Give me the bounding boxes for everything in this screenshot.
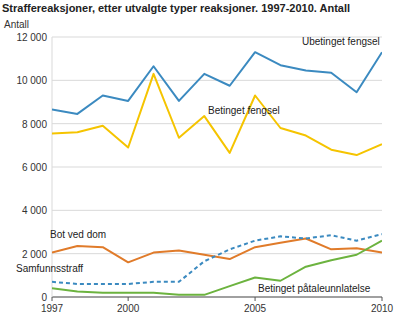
y-axis-label: Antall bbox=[4, 19, 29, 30]
y-tick-label: 8 000 bbox=[22, 119, 47, 130]
plot-edge bbox=[52, 37, 53, 297]
plot-area bbox=[52, 52, 382, 295]
series-line bbox=[52, 241, 382, 295]
y-tick-label: 2 000 bbox=[22, 249, 47, 260]
x-tick-label: 1997 bbox=[41, 303, 64, 314]
x-tick-label: 2000 bbox=[117, 303, 140, 314]
series-label: Ubetinget fengsel bbox=[302, 36, 380, 47]
x-tick bbox=[128, 297, 129, 301]
x-tick bbox=[255, 297, 256, 301]
series-label: Bot ved dom bbox=[50, 229, 106, 240]
x-tick-label: 2010 bbox=[371, 303, 394, 314]
series-label: Betinget påtaleunnlatelse bbox=[258, 283, 371, 294]
y-tick-label: 4 000 bbox=[22, 205, 47, 216]
chart: Straffereaksjoner, etter utvalgte typer … bbox=[0, 0, 400, 320]
y-tick-label: 6 000 bbox=[22, 162, 47, 173]
series-label: Samfunnsstraff bbox=[16, 263, 83, 274]
grid-line bbox=[52, 167, 382, 168]
series-label: Betinget fengsel bbox=[208, 105, 280, 116]
grid-line bbox=[52, 253, 382, 254]
title: Straffereaksjoner, etter utvalgte typer … bbox=[2, 2, 350, 14]
x-tick-label: 2005 bbox=[244, 303, 267, 314]
x-axis bbox=[52, 297, 382, 298]
x-tick bbox=[382, 297, 383, 301]
y-tick-label: 0 bbox=[41, 292, 47, 303]
series-line bbox=[52, 74, 382, 155]
grid-line bbox=[52, 210, 382, 211]
x-tick bbox=[52, 297, 53, 301]
y-tick-label: 10 000 bbox=[16, 75, 47, 86]
grid-line bbox=[52, 297, 382, 298]
grid-line bbox=[52, 123, 382, 124]
y-tick-label: 12 000 bbox=[16, 32, 47, 43]
series-line bbox=[52, 239, 382, 263]
